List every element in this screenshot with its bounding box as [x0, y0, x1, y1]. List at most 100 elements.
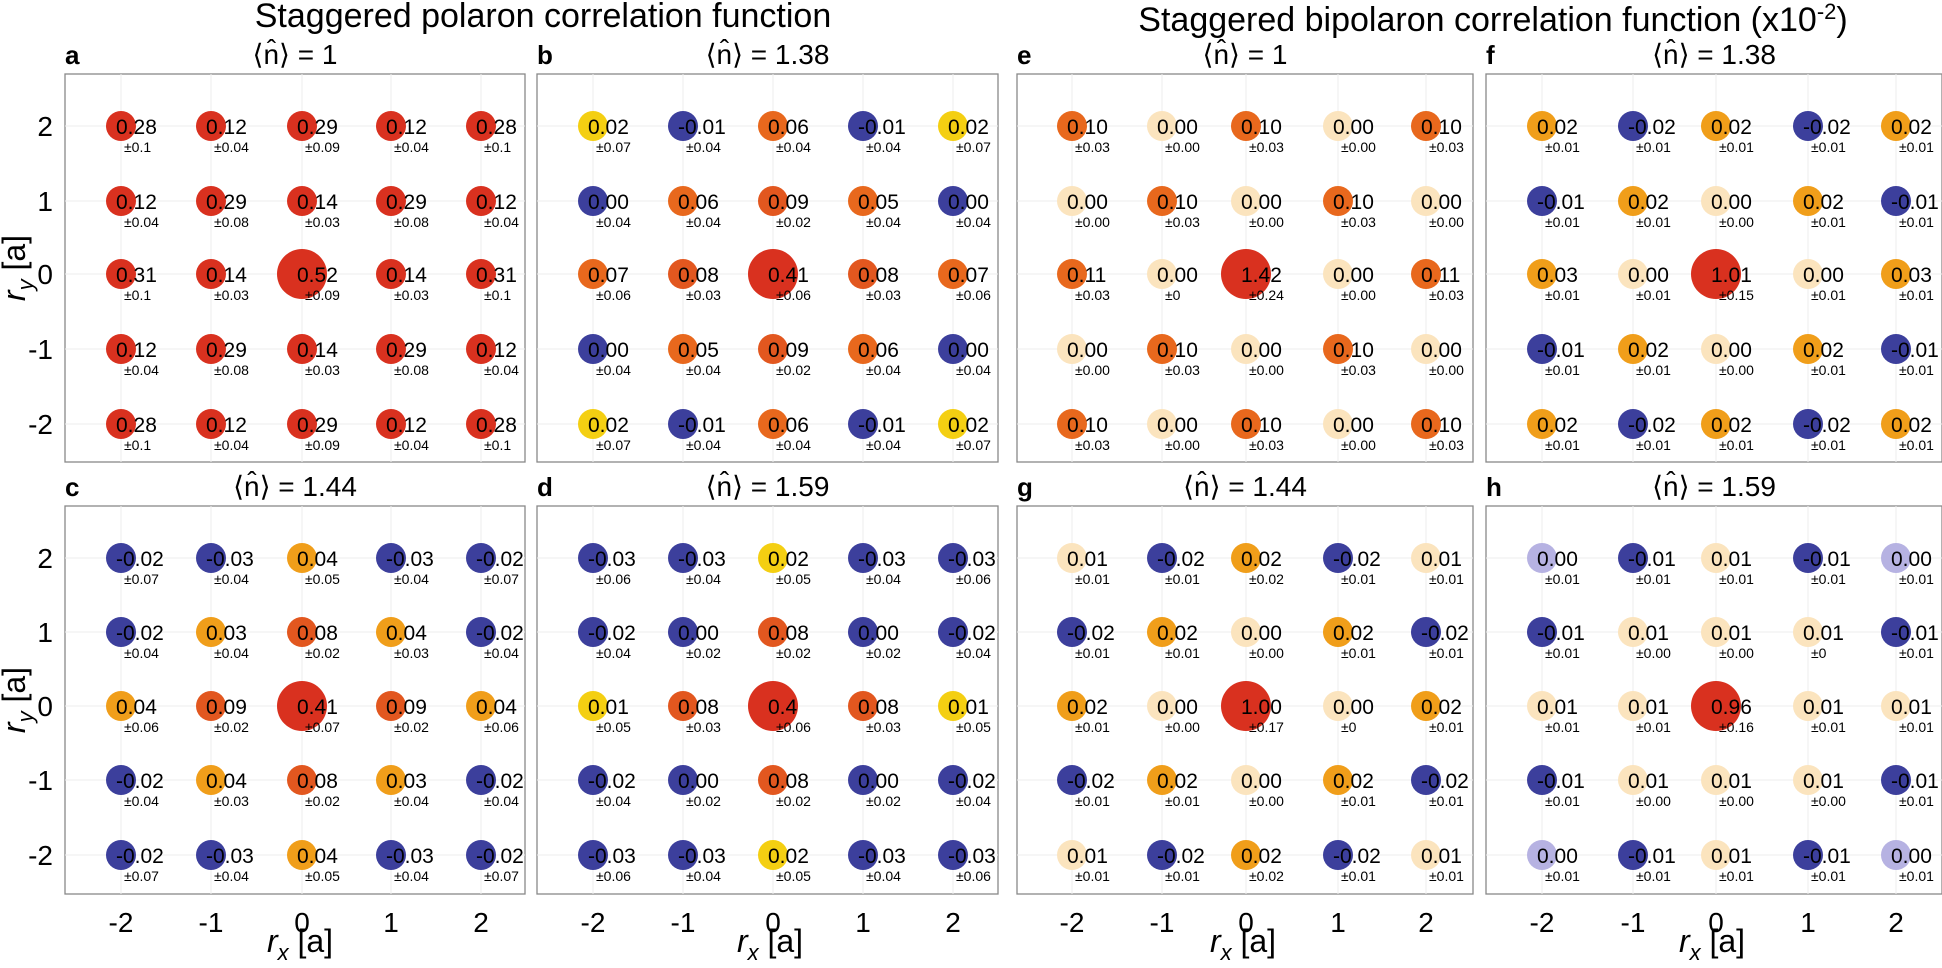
value-label: 0.14 — [386, 264, 427, 287]
value-label: -0.01 — [1891, 339, 1939, 362]
data-marker — [1701, 840, 1731, 870]
error-label: ±0.03 — [214, 793, 249, 809]
error-label: ±0.01 — [1636, 139, 1671, 155]
value-label: 0.01 — [1628, 696, 1669, 719]
data-marker — [106, 840, 136, 870]
value-label: 0.02 — [1157, 770, 1198, 793]
error-label: ±0.04 — [484, 214, 519, 230]
data-marker — [758, 409, 788, 439]
value-label: -0.02 — [948, 770, 996, 793]
value-label: -0.02 — [476, 548, 524, 571]
data-marker — [1691, 681, 1741, 731]
error-label: ±0.01 — [1429, 719, 1464, 735]
value-label: 0.08 — [297, 622, 338, 645]
data-marker — [758, 840, 788, 870]
value-label: 0.12 — [116, 191, 157, 214]
value-label: 0.00 — [948, 191, 989, 214]
value-label: -0.02 — [1157, 845, 1205, 868]
data-marker — [1411, 840, 1441, 870]
value-label: 0.02 — [588, 116, 629, 139]
data-marker — [287, 409, 317, 439]
error-label: ±0.01 — [1545, 793, 1580, 809]
data-marker — [1323, 409, 1353, 439]
plot-frame — [536, 73, 999, 463]
value-label: -0.02 — [1157, 548, 1205, 571]
data-marker — [1323, 334, 1353, 364]
value-label: 0.09 — [206, 696, 247, 719]
value-label: -0.02 — [1803, 116, 1851, 139]
value-label: 0.02 — [1333, 770, 1374, 793]
value-label: -0.03 — [678, 845, 726, 868]
value-label: 1.42 — [1241, 264, 1282, 287]
error-label: ±0.01 — [1341, 868, 1376, 884]
value-label: -0.01 — [1803, 548, 1851, 571]
error-label: ±0.05 — [305, 571, 340, 587]
value-label: -0.01 — [1628, 845, 1676, 868]
value-label: 0.12 — [386, 116, 427, 139]
data-marker — [466, 259, 496, 289]
value-label: 0.11 — [1421, 264, 1460, 287]
value-label: 0.10 — [1241, 414, 1282, 437]
value-label: 0.04 — [206, 770, 247, 793]
value-label: 0.02 — [588, 414, 629, 437]
data-marker — [1527, 259, 1557, 289]
data-marker — [1618, 617, 1648, 647]
data-marker — [938, 543, 968, 573]
value-label: 0.01 — [1628, 622, 1669, 645]
panel-letter: f — [1486, 40, 1495, 70]
data-marker — [1231, 617, 1261, 647]
value-label: 0.00 — [1241, 622, 1282, 645]
data-marker — [1411, 186, 1441, 216]
data-marker — [1057, 543, 1087, 573]
data-marker — [1057, 334, 1087, 364]
data-marker — [1881, 691, 1911, 721]
error-label: ±0.00 — [1075, 362, 1110, 378]
error-label: ±0.06 — [956, 287, 991, 303]
error-label: ±0.1 — [124, 287, 151, 303]
data-marker — [578, 840, 608, 870]
value-label: -0.03 — [386, 845, 434, 868]
plot-frame — [64, 505, 526, 895]
data-marker — [466, 617, 496, 647]
value-label: 0.01 — [1711, 845, 1752, 868]
data-marker — [668, 186, 698, 216]
y-tick-label: 2 — [37, 111, 53, 142]
panel-letter: h — [1486, 472, 1502, 502]
value-label: 0.10 — [1157, 339, 1198, 362]
panel-title: ⟨n̂⟩ = 1.44 — [233, 471, 357, 502]
error-label: ±0.03 — [1165, 362, 1200, 378]
data-marker — [1323, 765, 1353, 795]
data-marker — [376, 111, 406, 141]
right-figure-title: Staggered bipolaron correlation function… — [1138, 0, 1847, 39]
data-marker — [376, 765, 406, 795]
error-label: ±0.02 — [1249, 868, 1284, 884]
value-label: 0.00 — [1067, 191, 1108, 214]
value-label: 0.04 — [297, 845, 338, 868]
error-label: ±0.00 — [1429, 214, 1464, 230]
error-label: ±0.01 — [1165, 645, 1200, 661]
data-marker — [1057, 617, 1087, 647]
plot-frame — [64, 73, 526, 463]
error-label: ±0.02 — [866, 645, 901, 661]
data-marker — [578, 409, 608, 439]
error-label: ±0.01 — [1545, 571, 1580, 587]
value-label: 0.05 — [678, 339, 719, 362]
value-label: 0.00 — [1157, 264, 1198, 287]
data-marker — [1701, 111, 1731, 141]
value-label: 0.04 — [476, 696, 517, 719]
error-label: ±0.1 — [484, 437, 511, 453]
error-label: ±0.02 — [686, 793, 721, 809]
data-marker — [848, 111, 878, 141]
value-label: -0.03 — [858, 548, 906, 571]
value-label: 0.41 — [297, 696, 338, 719]
data-marker — [1527, 111, 1557, 141]
error-label: ±0.00 — [1341, 437, 1376, 453]
value-label: 0.08 — [297, 770, 338, 793]
data-marker — [1701, 409, 1731, 439]
error-label: ±0.01 — [1545, 868, 1580, 884]
data-marker — [1618, 691, 1648, 721]
error-label: ±0.04 — [956, 214, 991, 230]
value-label: 0.01 — [1537, 696, 1578, 719]
data-marker — [196, 765, 226, 795]
value-label: 0.01 — [1803, 622, 1844, 645]
